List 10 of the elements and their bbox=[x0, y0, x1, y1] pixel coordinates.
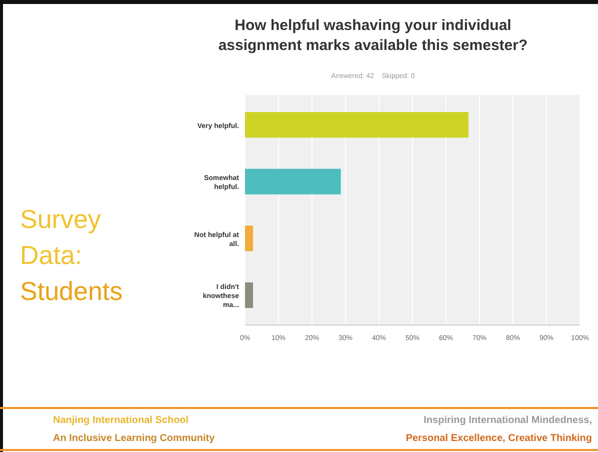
text: Nanjing International School bbox=[53, 415, 189, 426]
chart-title: How helpful washaving your individual assignment marks available this semester? bbox=[218, 17, 528, 54]
text: An Inclusive Learning Community bbox=[53, 433, 216, 444]
text: Personal Excellence, Creative Thinking bbox=[406, 433, 592, 444]
bar bbox=[245, 112, 468, 138]
bar bbox=[245, 168, 341, 194]
bar bbox=[245, 282, 254, 308]
text: Inspiring International Mindedness, bbox=[424, 415, 592, 426]
text: Survey Data: Students bbox=[20, 204, 123, 306]
bar bbox=[245, 226, 254, 252]
